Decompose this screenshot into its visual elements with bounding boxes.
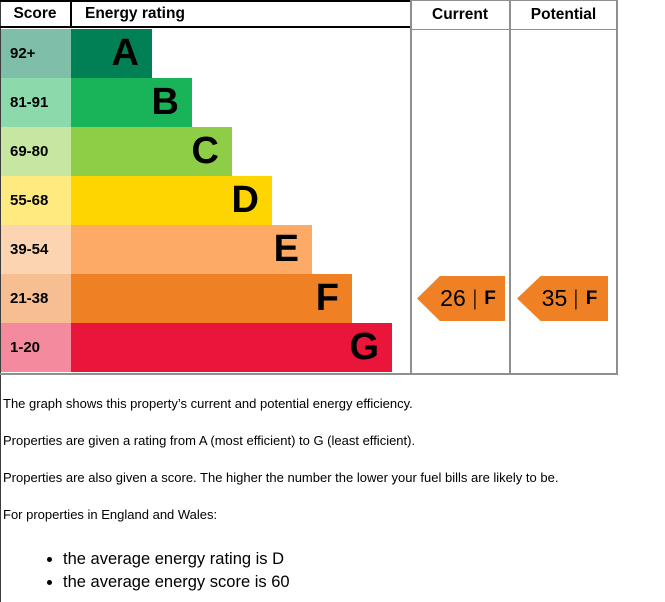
header-bottom-border — [0, 26, 410, 28]
potential-column-right-border — [616, 0, 618, 374]
potential-rating-arrow: 35 | F — [517, 276, 608, 321]
rating-rows: 92+ A 81-91 B 69-80 C 55-68 D 39-54 E 21-38 F 1-20 G — [0, 29, 410, 373]
score-column-header: Score — [13, 5, 57, 22]
rating-band-f: F — [71, 274, 352, 323]
rating-row-d: 55-68 D — [0, 176, 410, 225]
rating-letter: C — [191, 130, 219, 172]
rating-letter: D — [231, 179, 259, 221]
score-range: 55-68 — [1, 176, 71, 225]
rating-row-a: 92+ A — [0, 29, 410, 78]
score-column-divider — [70, 0, 72, 28]
energy-rating-column-header: Energy rating — [85, 5, 185, 22]
potential-column-header: Potential — [530, 6, 597, 23]
rating-row-f: 21-38 F — [0, 274, 410, 323]
note-paragraph: Properties are given a rating from A (mo… — [3, 433, 416, 448]
rating-band-d: D — [71, 176, 272, 225]
rating-letter: F — [315, 277, 339, 319]
rating-band-b: B — [71, 78, 192, 127]
arrow-separator: | — [472, 286, 477, 310]
current-column-header: Current — [432, 6, 488, 23]
current-rating-arrow: 26 | F — [417, 276, 505, 321]
rating-row-e: 39-54 E — [0, 225, 410, 274]
arrow-separator: | — [574, 286, 579, 310]
score-range: 21-38 — [1, 274, 71, 323]
potential-rating-letter: F — [585, 287, 598, 309]
averages-list: the average energy rating is D the avera… — [3, 548, 665, 594]
rating-letter: A — [111, 32, 139, 74]
page-left-border — [0, 0, 1, 602]
rating-row-c: 69-80 C — [0, 127, 410, 176]
average-rating-item: the average energy rating is D — [63, 548, 665, 571]
rating-band-a: A — [71, 29, 152, 78]
average-score-item: the average energy score is 60 — [63, 571, 665, 594]
potential-score-value: 35 — [541, 285, 568, 311]
rating-row-g: 1-20 G — [0, 323, 410, 372]
current-potential-top-border — [410, 0, 618, 1]
rating-band-g: G — [71, 323, 392, 372]
explanatory-notes: The graph shows this property’s current … — [0, 374, 665, 594]
note-paragraph: The graph shows this property’s current … — [3, 396, 413, 411]
score-range: 81-91 — [1, 78, 71, 127]
energy-rating-chart: Score Energy rating Current Potential 92… — [0, 0, 618, 375]
rating-band-e: E — [71, 225, 312, 274]
score-range: 39-54 — [1, 225, 71, 274]
header-top-border — [0, 0, 410, 2]
rating-letter: E — [273, 228, 299, 270]
note-paragraph: Properties are also given a score. The h… — [3, 470, 559, 485]
rating-row-b: 81-91 B — [0, 78, 410, 127]
current-score-value: 26 — [440, 285, 466, 311]
note-paragraph: For properties in England and Wales: — [3, 507, 218, 522]
current-potential-header-underline — [410, 29, 618, 30]
chart-bottom-border — [0, 373, 618, 375]
current-column-left-border — [410, 0, 412, 374]
score-range: 69-80 — [1, 127, 71, 176]
score-range: 92+ — [1, 29, 71, 78]
rating-band-c: C — [71, 127, 232, 176]
score-range: 1-20 — [1, 323, 71, 372]
potential-column-left-border — [509, 0, 511, 374]
current-rating-letter: F — [484, 287, 496, 309]
rating-letter: B — [151, 81, 179, 123]
rating-letter: G — [349, 326, 379, 368]
